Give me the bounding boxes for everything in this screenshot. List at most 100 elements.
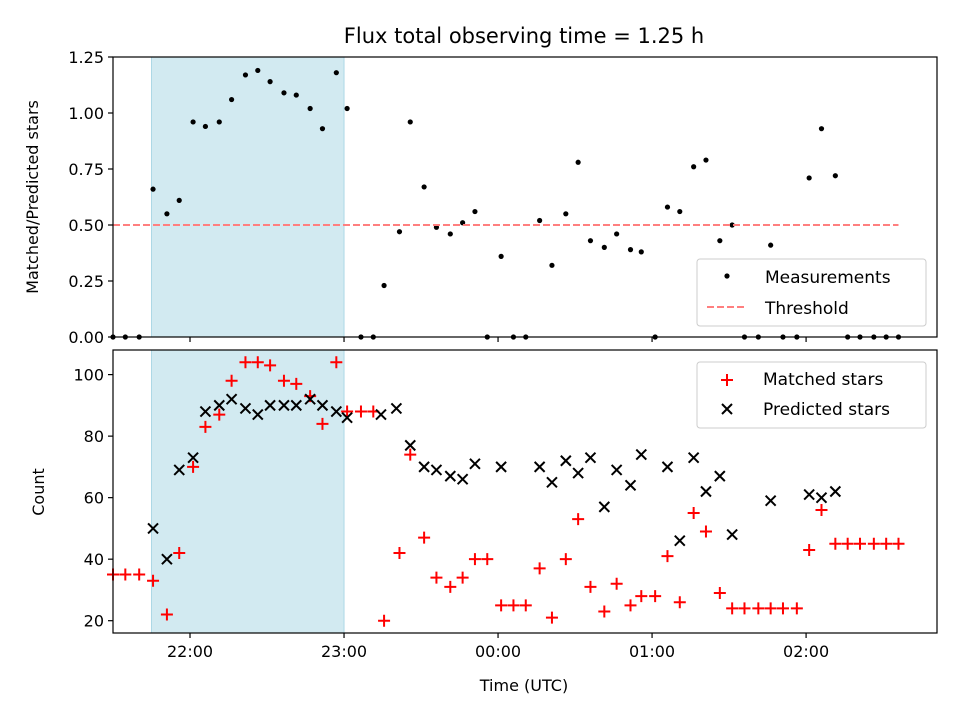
matched-stars-point bbox=[572, 513, 585, 526]
top-y-tick-label: 0.00 bbox=[68, 328, 104, 347]
measurements-point bbox=[293, 92, 299, 98]
legend-predicted-label: Predicted stars bbox=[763, 400, 890, 420]
matched-stars-point bbox=[803, 543, 816, 556]
predicted-stars-point bbox=[610, 464, 623, 476]
measurements-point bbox=[216, 119, 222, 125]
matched-stars-point bbox=[378, 614, 391, 627]
predicted-stars-point bbox=[456, 473, 469, 485]
matched-stars-point bbox=[404, 448, 417, 461]
measurements-point bbox=[164, 211, 170, 217]
matched-stars-point bbox=[225, 374, 238, 387]
predicted-stars-point bbox=[199, 405, 212, 418]
measurements-point bbox=[344, 105, 350, 112]
predicted-stars-point bbox=[829, 485, 842, 498]
predicted-stars-point bbox=[687, 451, 700, 464]
matched-stars-point bbox=[495, 599, 508, 612]
matched-stars-point bbox=[559, 553, 572, 566]
predicted-stars-point bbox=[147, 522, 159, 535]
top-y-tick-label: 0.75 bbox=[68, 160, 104, 179]
measurements-point bbox=[806, 175, 812, 181]
measurements-point bbox=[537, 217, 543, 224]
predicted-stars-point bbox=[304, 393, 316, 405]
predicted-stars-point bbox=[714, 470, 726, 482]
predicted-stars-point bbox=[239, 402, 252, 415]
matched-stars-point bbox=[481, 553, 494, 566]
y-axis-label-ratio: Matched/Predicted stars bbox=[23, 100, 42, 294]
measurements-point bbox=[703, 157, 709, 163]
legend-threshold-label: Threshold bbox=[764, 299, 849, 319]
bottom-y-tick-label: 80 bbox=[84, 427, 104, 446]
matched-stars-point bbox=[119, 568, 132, 581]
top-y-tick-label: 0.25 bbox=[68, 272, 104, 291]
predicted-stars-point bbox=[635, 448, 647, 461]
predicted-stars-point bbox=[572, 467, 584, 479]
measurements-point bbox=[563, 211, 569, 217]
matched-stars-point bbox=[519, 599, 532, 612]
x-tick-label: 00:00 bbox=[475, 642, 521, 661]
predicted-stars-point bbox=[815, 491, 828, 504]
predicted-stars-point bbox=[390, 402, 403, 415]
predicted-stars-point bbox=[764, 495, 777, 507]
x-tick-label: 23:00 bbox=[321, 642, 367, 661]
measurements-point bbox=[281, 90, 287, 96]
matched-stars-point bbox=[673, 596, 686, 609]
predicted-stars-point bbox=[700, 485, 712, 498]
bottom-y-tick-label: 100 bbox=[73, 366, 104, 385]
measurements-point bbox=[729, 222, 735, 228]
top-y-tick-label: 1.00 bbox=[68, 104, 104, 123]
bottom-y-tick-label: 40 bbox=[84, 550, 104, 569]
measurements-point bbox=[202, 123, 209, 130]
measurements-point bbox=[614, 231, 620, 237]
predicted-stars-point bbox=[495, 461, 507, 473]
matched-stars-point bbox=[533, 562, 546, 575]
measurements-point bbox=[407, 119, 413, 125]
legend-bottom: Matched stars Predicted stars bbox=[696, 361, 927, 429]
bottom-y-tick-label: 20 bbox=[84, 612, 104, 631]
matched-stars-point bbox=[430, 571, 443, 584]
matched-stars-point bbox=[456, 571, 469, 584]
predicted-stars-point bbox=[418, 461, 430, 473]
measurements-point bbox=[587, 238, 594, 244]
matched-stars-point bbox=[290, 377, 303, 390]
predicted-stars-point bbox=[726, 528, 738, 541]
measurements-point bbox=[333, 70, 339, 76]
measurements-point bbox=[190, 119, 196, 125]
matched-stars-point bbox=[444, 580, 457, 593]
matched-stars-point bbox=[867, 537, 880, 550]
top-y-tick-label: 1.25 bbox=[68, 48, 104, 67]
matched-stars-point bbox=[815, 503, 828, 516]
measurements-point bbox=[717, 238, 723, 244]
matched-stars-point bbox=[624, 599, 637, 612]
matched-stars-point bbox=[213, 408, 226, 421]
predicted-stars-point bbox=[803, 488, 815, 501]
matched-stars-point bbox=[610, 577, 623, 590]
matched-stars-point bbox=[507, 599, 520, 612]
matched-stars-point bbox=[354, 405, 367, 418]
predicted-stars-point bbox=[598, 501, 611, 513]
matched-stars-point bbox=[264, 359, 277, 372]
predicted-stars-point bbox=[278, 399, 290, 412]
measurements-point bbox=[832, 173, 838, 179]
measurements-point bbox=[549, 262, 555, 268]
measurements-point bbox=[447, 231, 453, 237]
matched-stars-point bbox=[251, 356, 264, 369]
measurements-point bbox=[691, 164, 697, 170]
measurements-point bbox=[677, 208, 683, 215]
measurements-point bbox=[396, 229, 403, 235]
matched-stars-point bbox=[738, 602, 751, 615]
matched-stars-point bbox=[880, 537, 893, 550]
matched-stars-point bbox=[341, 405, 354, 418]
matched-stars-point bbox=[841, 537, 854, 550]
predicted-stars-point bbox=[187, 451, 199, 464]
matched-stars-point bbox=[713, 587, 726, 600]
matched-stars-point bbox=[752, 602, 765, 615]
matched-stars-point bbox=[661, 550, 674, 563]
predicted-stars-point bbox=[404, 439, 416, 452]
matched-stars-point bbox=[468, 553, 481, 566]
matched-stars-point bbox=[545, 611, 558, 624]
predicted-stars-point bbox=[533, 461, 546, 473]
measurements-point bbox=[150, 186, 156, 192]
measurements-point bbox=[601, 244, 607, 250]
legend-matched-marker bbox=[721, 374, 733, 386]
